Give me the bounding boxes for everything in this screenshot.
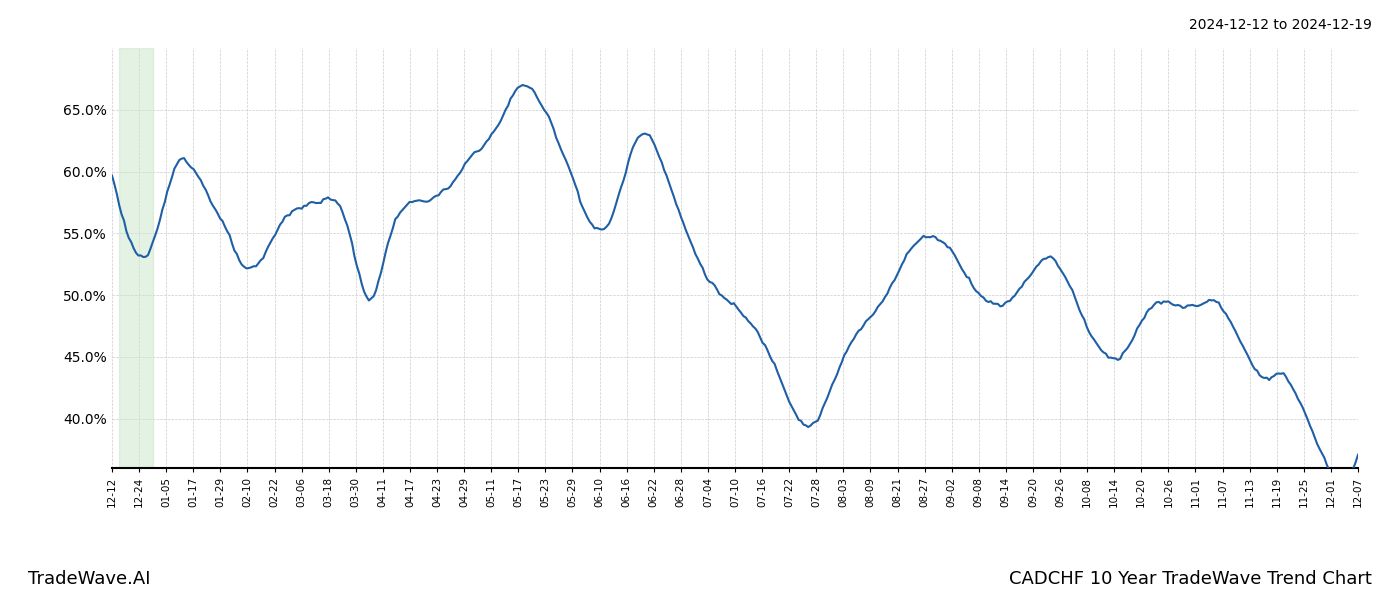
Bar (119, 48, 153, 468)
Text: TradeWave.AI: TradeWave.AI (28, 570, 151, 588)
Text: CADCHF 10 Year TradeWave Trend Chart: CADCHF 10 Year TradeWave Trend Chart (1009, 570, 1372, 588)
Text: 2024-12-12 to 2024-12-19: 2024-12-12 to 2024-12-19 (1189, 18, 1372, 32)
